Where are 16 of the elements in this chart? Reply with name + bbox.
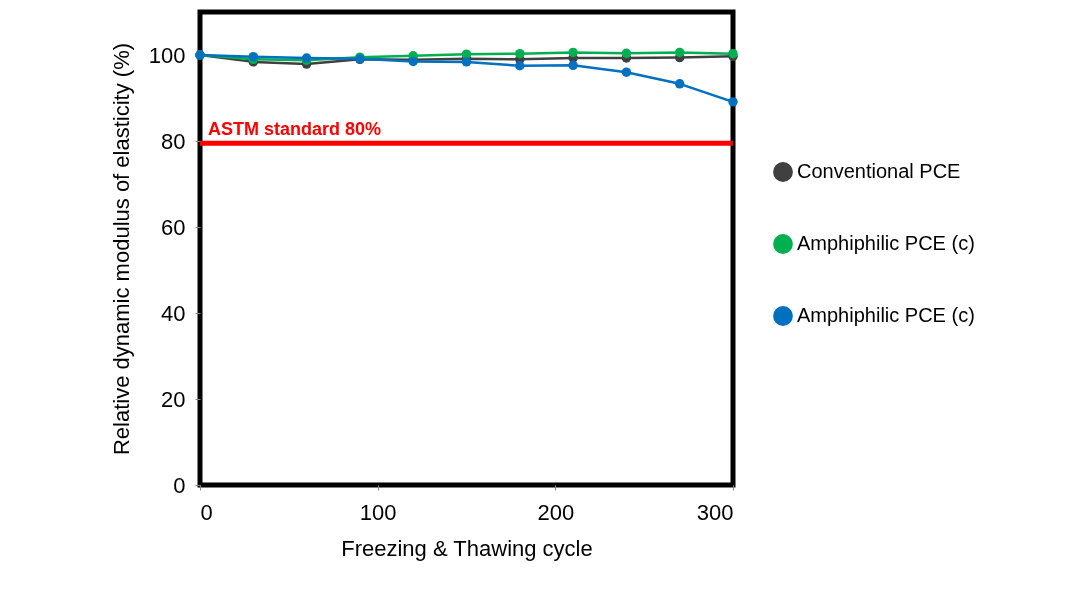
x-tick-label: 100 — [359, 499, 397, 525]
y-tick-label: 60 — [161, 214, 186, 240]
x-tick-label: 200 — [537, 499, 575, 525]
x-tick-label: 0 — [200, 499, 213, 525]
legend-label: Amphiphilic PCE (c) — [797, 232, 975, 254]
y-tick-label: 80 — [161, 128, 186, 154]
y-tick-label: 0 — [173, 472, 186, 498]
legend-label: Conventional PCE — [797, 160, 961, 182]
y-tick-label: 100 — [148, 42, 186, 68]
legend-label: Amphiphilic PCE (c) — [797, 304, 975, 326]
x-axis-title: Freezing & Thawing cycle — [341, 535, 593, 561]
y-tick-label: 40 — [161, 300, 186, 326]
y-axis-title: Relative dynamic modulus of elasticity (%) — [108, 42, 134, 456]
x-tick-label: 300 — [696, 499, 734, 525]
ref-line-label: ASTM standard 80% — [208, 119, 382, 140]
y-tick-label: 20 — [161, 386, 186, 412]
